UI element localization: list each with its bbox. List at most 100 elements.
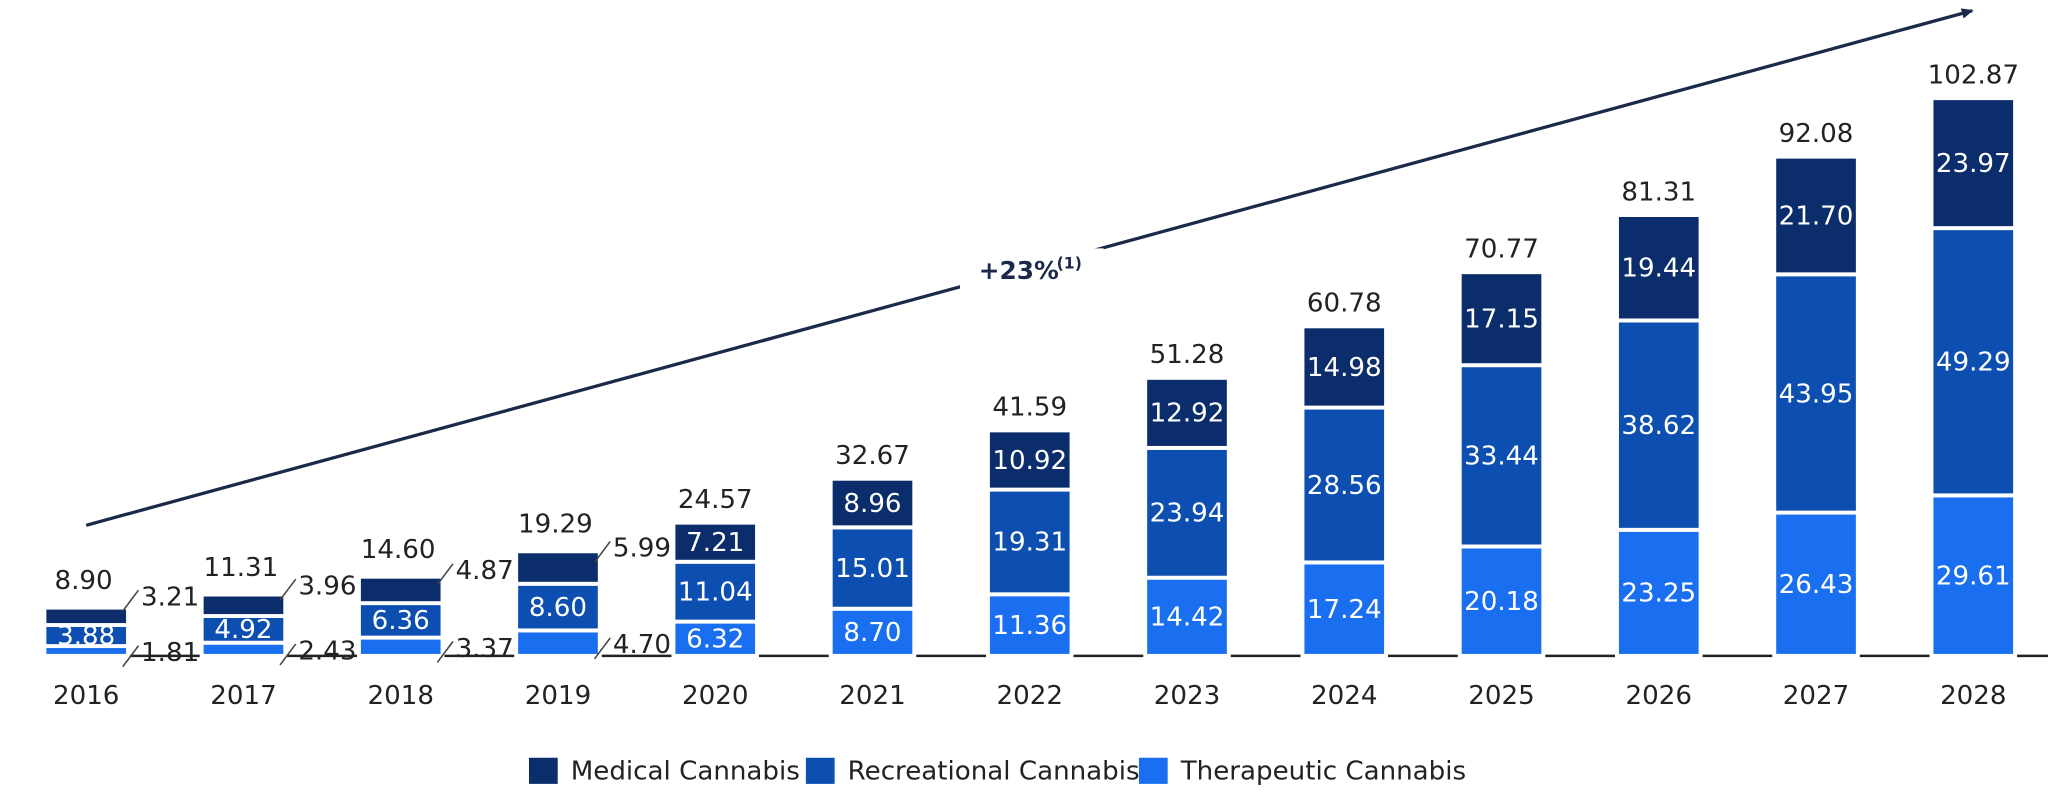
bar-segment bbox=[671, 559, 759, 624]
value-label: 15.01 bbox=[835, 554, 910, 584]
leader-line bbox=[436, 641, 454, 663]
bar-segment bbox=[985, 487, 1074, 597]
value-label: 23.25 bbox=[1621, 579, 1696, 609]
value-label: 29.61 bbox=[1936, 561, 2011, 591]
legend-label: Recreational Cannabis bbox=[848, 757, 1140, 787]
value-label: 21.70 bbox=[1779, 201, 1854, 231]
bar-segment bbox=[1300, 324, 1389, 410]
bar-segment bbox=[1457, 544, 1546, 658]
x-tick-label: 2024 bbox=[1311, 681, 1377, 711]
value-label: 26.43 bbox=[1779, 570, 1854, 600]
bar-segment bbox=[1615, 318, 1703, 532]
leader-line bbox=[593, 540, 611, 563]
value-label: 17.24 bbox=[1307, 595, 1382, 625]
total-label: 102.87 bbox=[1928, 60, 2019, 90]
annotation: +23% bbox=[979, 256, 1059, 285]
value-label: 12.92 bbox=[1150, 399, 1225, 429]
value-label: 14.42 bbox=[1150, 603, 1225, 633]
x-tick-label: 2027 bbox=[1783, 681, 1849, 711]
leader-line bbox=[593, 637, 611, 660]
bar-segment bbox=[1929, 493, 2018, 658]
value-label: 49.29 bbox=[1936, 348, 2011, 378]
bar-segment bbox=[1772, 272, 1860, 515]
bar-segment bbox=[199, 592, 288, 618]
value-label: 4.70 bbox=[613, 630, 671, 660]
bar-segment bbox=[1929, 226, 2018, 498]
x-tick-label: 2026 bbox=[1626, 681, 1692, 711]
value-label: 3.21 bbox=[141, 583, 199, 613]
value-label: 14.98 bbox=[1307, 353, 1382, 383]
legend-label: Therapeutic Cannabis bbox=[1180, 757, 1466, 787]
value-label: 43.95 bbox=[1779, 379, 1854, 409]
bar-segment bbox=[356, 601, 445, 640]
value-label: 3.37 bbox=[456, 634, 514, 664]
total-label: 19.29 bbox=[518, 510, 593, 540]
x-tick-label: 2028 bbox=[1940, 681, 2006, 711]
value-label: 20.18 bbox=[1464, 587, 1539, 617]
total-label: 70.77 bbox=[1464, 234, 1539, 264]
annotation-bg bbox=[960, 248, 1104, 293]
value-label: 8.60 bbox=[529, 593, 587, 623]
value-label: 8.70 bbox=[843, 618, 901, 648]
leader-line bbox=[436, 563, 454, 586]
bar-segment bbox=[1300, 560, 1389, 658]
value-label: 11.04 bbox=[678, 577, 753, 607]
legend-swatch bbox=[1138, 757, 1168, 784]
total-label: 24.57 bbox=[678, 485, 753, 515]
value-label: 7.21 bbox=[686, 528, 744, 558]
value-label: 1.81 bbox=[141, 638, 199, 668]
bar-segment bbox=[1143, 575, 1231, 658]
total-label: 60.78 bbox=[1307, 289, 1382, 319]
x-tick-label: 2020 bbox=[682, 681, 748, 711]
x-tick-label: 2021 bbox=[839, 681, 905, 711]
value-label: 23.94 bbox=[1150, 499, 1225, 529]
x-tick-label: 2016 bbox=[53, 681, 119, 711]
value-label: 38.62 bbox=[1621, 411, 1696, 441]
value-label: 6.32 bbox=[686, 625, 744, 655]
value-label: 5.99 bbox=[613, 534, 671, 564]
bar-segment bbox=[985, 428, 1074, 492]
bar-segment bbox=[828, 476, 917, 530]
total-label: 81.31 bbox=[1621, 177, 1696, 207]
bar-segment bbox=[514, 549, 602, 586]
value-label: 33.44 bbox=[1464, 442, 1539, 472]
bar-segment bbox=[1300, 405, 1389, 565]
x-tick-label: 2023 bbox=[1154, 681, 1220, 711]
bar-segment bbox=[356, 635, 445, 658]
value-label: 3.96 bbox=[298, 572, 356, 602]
x-tick-label: 2019 bbox=[525, 681, 591, 711]
value-label: 4.87 bbox=[456, 556, 514, 586]
value-label: 11.36 bbox=[992, 611, 1067, 641]
bar-segment bbox=[356, 574, 445, 606]
value-label: 19.31 bbox=[992, 528, 1067, 558]
leader-line bbox=[122, 589, 140, 612]
bar-segment bbox=[1615, 527, 1703, 658]
bar-segment bbox=[42, 605, 130, 627]
value-label: 10.92 bbox=[992, 446, 1067, 476]
bar-segment bbox=[1457, 270, 1546, 368]
x-tick-label: 2025 bbox=[1468, 681, 1534, 711]
leader-line bbox=[122, 645, 140, 668]
legend-label: Medical Cannabis bbox=[571, 757, 800, 787]
bar-segment bbox=[1929, 96, 2018, 231]
total-label: 41.59 bbox=[992, 393, 1067, 423]
x-tick-label: 2017 bbox=[210, 681, 276, 711]
leader-line bbox=[279, 643, 297, 666]
total-label: 51.28 bbox=[1150, 340, 1225, 370]
bar-segment bbox=[671, 520, 759, 564]
total-label: 14.60 bbox=[361, 535, 436, 565]
bar-segment bbox=[1457, 363, 1546, 549]
value-label: 4.92 bbox=[214, 615, 272, 645]
legend-swatch bbox=[805, 757, 835, 784]
value-label: 19.44 bbox=[1621, 254, 1696, 284]
leader-line bbox=[279, 578, 297, 601]
value-label: 28.56 bbox=[1307, 471, 1382, 501]
value-label: 2.43 bbox=[298, 636, 356, 666]
bar-segment bbox=[1143, 445, 1231, 580]
bar-segment bbox=[1772, 154, 1860, 277]
total-label: 32.67 bbox=[835, 441, 910, 471]
value-label: 17.15 bbox=[1464, 304, 1539, 334]
bar-segment bbox=[828, 525, 917, 611]
bar-segment bbox=[1143, 375, 1231, 450]
